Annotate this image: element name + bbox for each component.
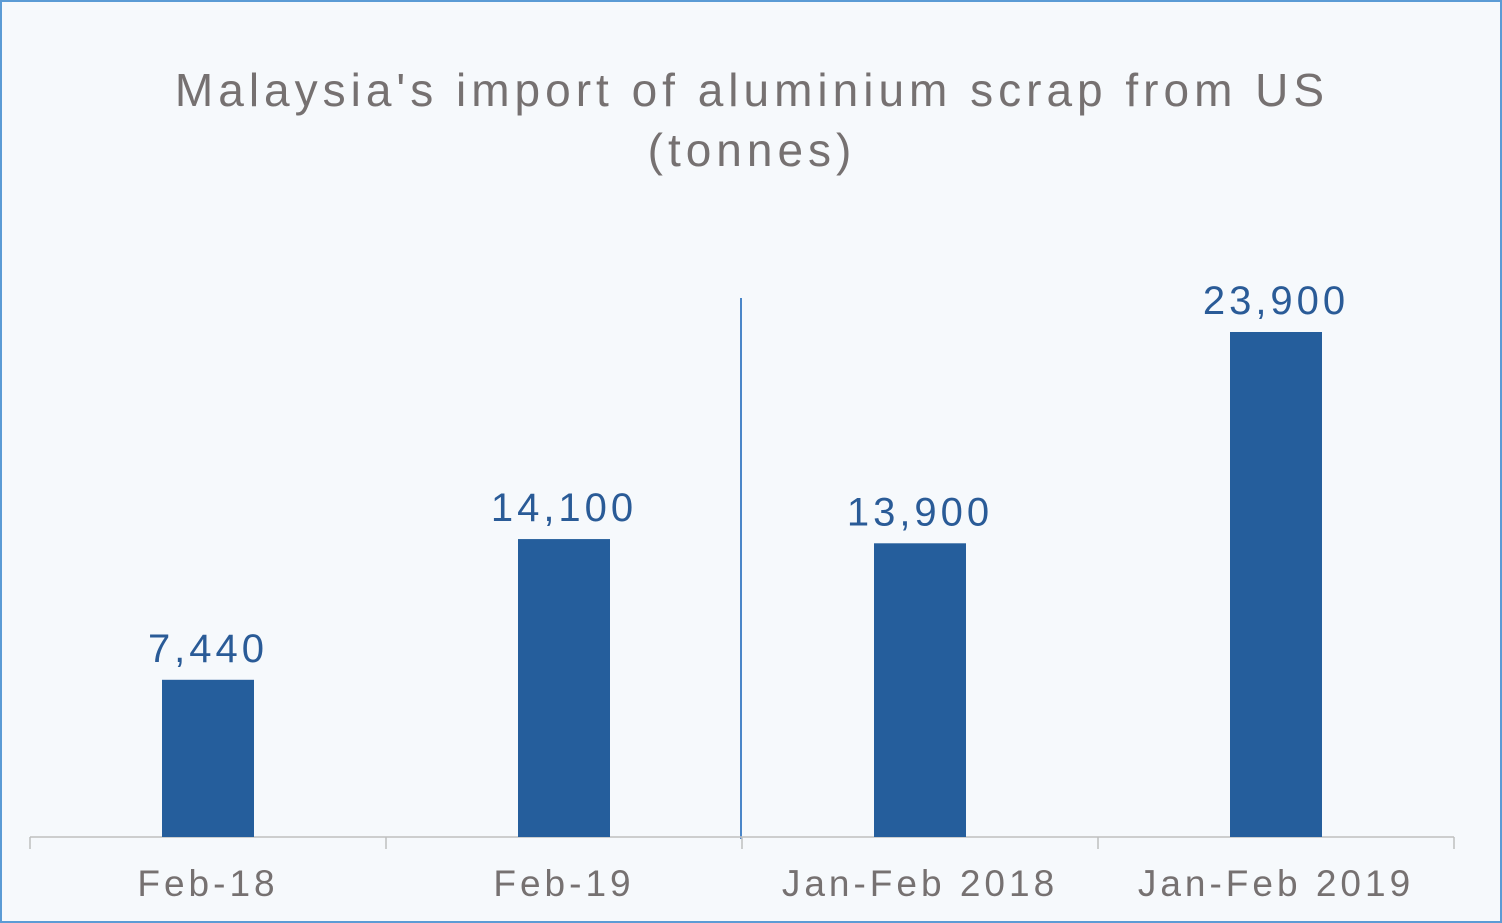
value-label: 7,440 xyxy=(148,627,268,671)
bar xyxy=(874,543,966,837)
chart-title: Malaysia's import of aluminium scrap fro… xyxy=(174,64,1330,176)
value-label: 13,900 xyxy=(847,490,993,534)
x-tick-label: Feb-18 xyxy=(137,863,278,904)
bar xyxy=(162,679,254,837)
bar xyxy=(518,539,610,837)
x-tick-label: Feb-19 xyxy=(493,863,634,904)
bar xyxy=(1230,332,1322,837)
x-tick-label: Jan-Feb 2018 xyxy=(782,863,1058,904)
value-label: 23,900 xyxy=(1203,279,1349,323)
x-tick-label: Jan-Feb 2019 xyxy=(1138,863,1414,904)
value-label: 14,100 xyxy=(491,486,637,530)
